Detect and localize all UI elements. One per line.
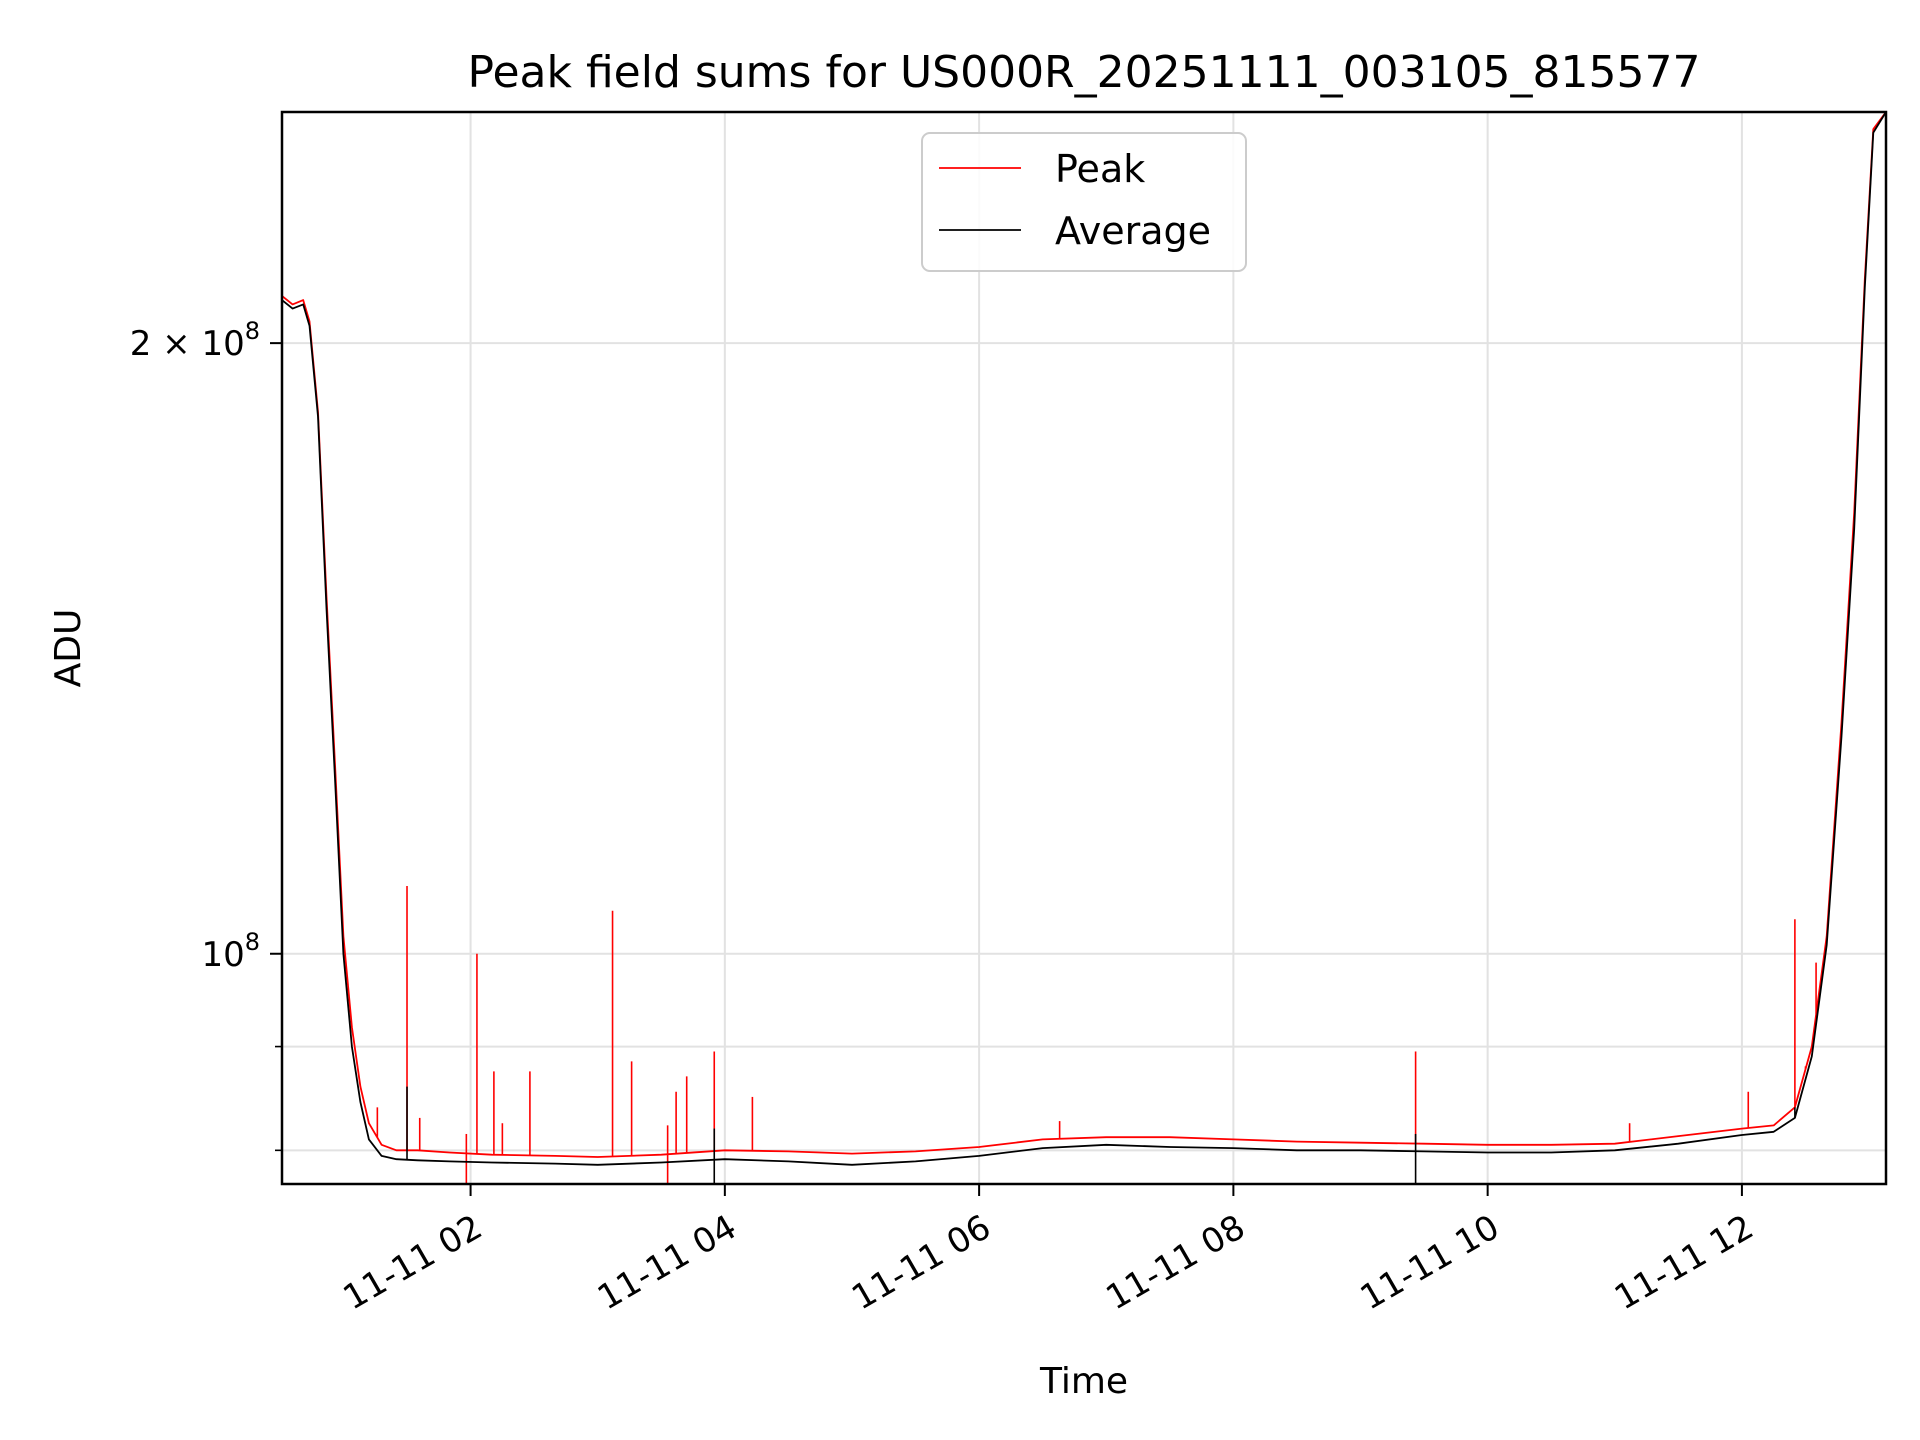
y-tick-label: 2 × 108 <box>130 317 260 364</box>
y-axis-label: ADU <box>48 609 89 688</box>
y-tick-label: 108 <box>201 928 260 975</box>
plot-frame <box>280 110 1888 1186</box>
peak-series-line <box>282 112 1886 1158</box>
average-series-line <box>282 112 1886 1166</box>
legend: Peak Average <box>921 132 1247 272</box>
y-tick-label-exponent: 8 <box>245 928 260 956</box>
grid <box>282 112 1886 1184</box>
chart-title: Peak field sums for US000R_20251111_0031… <box>467 47 1700 98</box>
x-axis-label: Time <box>1039 1361 1128 1402</box>
y-tick-label-base: 2 × 10 <box>130 324 245 364</box>
series-layer <box>282 112 1886 1184</box>
legend-average-label: Average <box>1055 209 1211 253</box>
y-tick-label-exponent: 8 <box>245 317 260 345</box>
legend-peak-label: Peak <box>1055 147 1145 191</box>
y-tick-label-base: 10 <box>201 935 244 975</box>
